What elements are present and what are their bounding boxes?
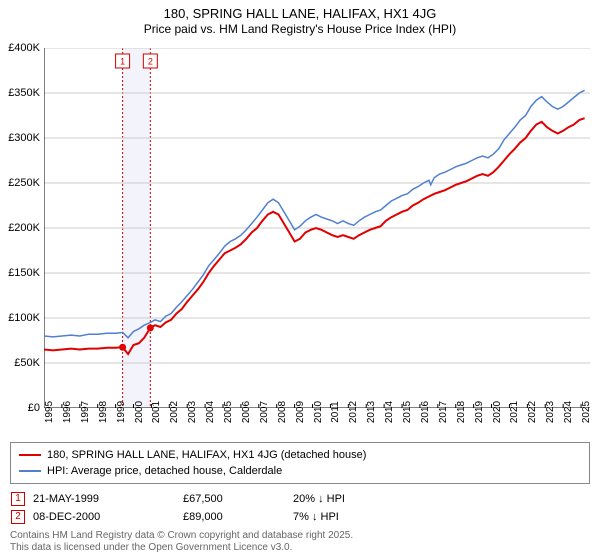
sale-date-1: 21-MAY-1999 [33,490,183,508]
x-tick-label: 2013 [366,401,377,423]
x-tick-label: 2016 [420,401,431,423]
legend-swatch-2 [19,470,41,472]
x-tick-label: 2006 [241,401,252,423]
sale-price-1: £67,500 [183,490,293,508]
x-tick-label: 2024 [563,401,574,423]
sale-date-2: 08-DEC-2000 [33,508,183,526]
x-tick-label: 1998 [98,401,109,423]
chart-plot-area: 12 £0£50K£100K£150K£200K£250K£300K£350K£… [44,48,590,408]
legend-swatch-1 [19,454,41,456]
y-tick-label: £0 [28,402,40,414]
legend-label-2: HPI: Average price, detached house, Cald… [47,463,282,479]
svg-text:2: 2 [148,56,153,66]
sale-marker-2: 2 [11,510,25,524]
x-tick-label: 1999 [116,401,127,423]
x-tick-label: 2023 [545,401,556,423]
svg-text:1: 1 [120,56,125,66]
x-tick-label: 2018 [456,401,467,423]
x-tick-label: 1996 [62,401,73,423]
y-tick-label: £50K [14,357,40,369]
x-tick-label: 2019 [474,401,485,423]
x-tick-label: 2015 [402,401,413,423]
x-tick-label: 1997 [80,401,91,423]
bottom-panel: 180, SPRING HALL LANE, HALIFAX, HX1 4JG … [10,442,590,554]
x-tick-label: 2010 [313,401,324,423]
x-tick-label: 1995 [44,401,55,423]
sale-row-1: 1 21-MAY-1999 £67,500 20% ↓ HPI [10,490,590,508]
sale-marker-1: 1 [11,492,25,506]
y-tick-label: £350K [8,87,40,99]
x-tick-label: 2003 [187,401,198,423]
x-tick-label: 2007 [259,401,270,423]
y-tick-label: £200K [8,222,40,234]
footer-line2: This data is licensed under the Open Gov… [10,542,590,554]
legend-box: 180, SPRING HALL LANE, HALIFAX, HX1 4JG … [10,442,590,484]
legend-row-1: 180, SPRING HALL LANE, HALIFAX, HX1 4JG … [19,447,581,463]
x-tick-label: 2000 [134,401,145,423]
chart-container: 180, SPRING HALL LANE, HALIFAX, HX1 4JG … [0,0,600,560]
sale-row-2: 2 08-DEC-2000 £89,000 7% ↓ HPI [10,508,590,526]
x-tick-label: 2020 [492,401,503,423]
title-line1: 180, SPRING HALL LANE, HALIFAX, HX1 4JG [0,6,600,22]
x-tick-label: 2012 [348,401,359,423]
y-tick-label: £150K [8,267,40,279]
x-tick-label: 2021 [509,401,520,423]
legend-label-1: 180, SPRING HALL LANE, HALIFAX, HX1 4JG … [47,447,366,463]
x-tick-label: 2001 [151,401,162,423]
legend-row-2: HPI: Average price, detached house, Cald… [19,463,581,479]
sale-pct-2: 7% ↓ HPI [293,508,493,526]
y-tick-label: £250K [8,177,40,189]
x-tick-label: 2025 [581,401,592,423]
x-tick-label: 2017 [438,401,449,423]
title-area: 180, SPRING HALL LANE, HALIFAX, HX1 4JG … [0,0,600,37]
x-tick-label: 2014 [384,401,395,423]
x-tick-label: 2011 [330,401,341,423]
chart-svg: 12 [44,48,590,408]
sale-pct-1: 20% ↓ HPI [293,490,493,508]
y-tick-label: £300K [8,132,40,144]
footer-line1: Contains HM Land Registry data © Crown c… [10,530,590,542]
y-tick-label: £400K [8,42,40,54]
sale-price-2: £89,000 [183,508,293,526]
x-tick-label: 2004 [205,401,216,423]
y-tick-label: £100K [8,312,40,324]
x-tick-label: 2008 [277,401,288,423]
x-tick-label: 2002 [169,401,180,423]
footer: Contains HM Land Registry data © Crown c… [10,530,590,554]
x-tick-label: 2009 [295,401,306,423]
x-tick-label: 2022 [527,401,538,423]
title-line2: Price paid vs. HM Land Registry's House … [0,22,600,37]
x-tick-label: 2005 [223,401,234,423]
